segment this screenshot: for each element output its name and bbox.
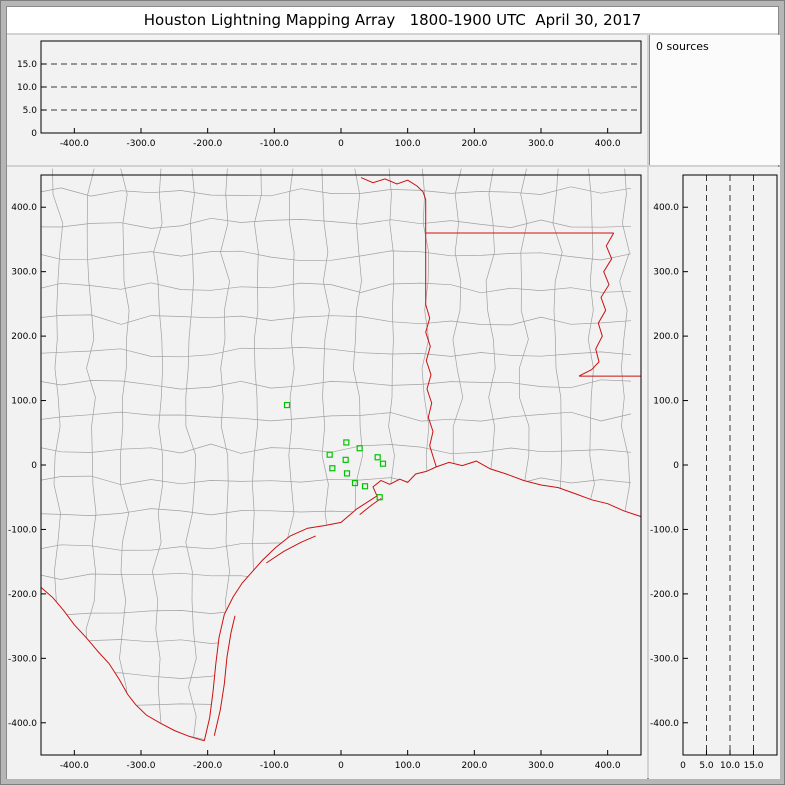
altitude-ew-panel: -400.0 -300.0 -200.0 -100.0 0 100.0 200.0 300.0… <box>7 35 647 165</box>
altitude-ew-plot[interactable]: -400.0 -300.0 -200.0 -100.0 0 100.0 200.0 300.0… <box>7 35 647 165</box>
svg-text:-400.0: -400.0 <box>60 139 89 149</box>
svg-text:-300.0: -300.0 <box>126 139 155 149</box>
svg-text:-400.0: -400.0 <box>8 719 37 729</box>
title-bar: Houston Lightning Mapping Array 1800-190… <box>7 7 778 33</box>
svg-text:0: 0 <box>338 139 344 149</box>
svg-text:200.0: 200.0 <box>653 332 679 342</box>
altitude-ns-panel: 0 5.0 10.0 15.0 400.0 300.0 200.0 100.0 0 -100.0 -… <box>649 167 780 779</box>
svg-text:300.0: 300.0 <box>653 268 679 278</box>
plan-view-map-plot[interactable]: -400.0 -300.0 -200.0 -100.0 0 100.0 200.0 300.0… <box>7 167 647 779</box>
svg-text:0: 0 <box>31 461 37 471</box>
svg-text:10.0: 10.0 <box>17 83 37 93</box>
svg-text:0: 0 <box>680 761 686 771</box>
sources-panel: 0 sources <box>649 35 780 165</box>
svg-text:200.0: 200.0 <box>461 139 487 149</box>
svg-text:400.0: 400.0 <box>653 203 679 213</box>
svg-text:300.0: 300.0 <box>528 139 554 149</box>
svg-text:-300.0: -300.0 <box>8 654 37 664</box>
svg-text:100.0: 100.0 <box>395 139 421 149</box>
svg-text:-100.0: -100.0 <box>260 139 289 149</box>
svg-text:-300.0: -300.0 <box>650 654 679 664</box>
svg-text:5.0: 5.0 <box>699 761 714 771</box>
svg-text:-300.0: -300.0 <box>126 761 155 771</box>
svg-text:100.0: 100.0 <box>395 761 421 771</box>
altitude-ns-plot[interactable]: 0 5.0 10.0 15.0 400.0 300.0 200.0 100.0 0 -100.0 -… <box>649 167 780 779</box>
svg-text:-200.0: -200.0 <box>650 590 679 600</box>
svg-text:0: 0 <box>673 461 679 471</box>
svg-text:-200.0: -200.0 <box>193 761 222 771</box>
svg-text:300.0: 300.0 <box>528 761 554 771</box>
svg-text:-100.0: -100.0 <box>260 761 289 771</box>
svg-text:15.0: 15.0 <box>743 761 763 771</box>
svg-text:-400.0: -400.0 <box>650 719 679 729</box>
svg-text:0: 0 <box>31 129 37 139</box>
svg-text:5.0: 5.0 <box>23 106 38 116</box>
svg-text:-100.0: -100.0 <box>650 525 679 535</box>
plan-view-map-panel: -400.0 -300.0 -200.0 -100.0 0 100.0 200.0 300.0… <box>7 167 647 779</box>
svg-text:10.0: 10.0 <box>720 761 740 771</box>
svg-text:200.0: 200.0 <box>11 332 37 342</box>
svg-text:400.0: 400.0 <box>595 139 621 149</box>
svg-text:-200.0: -200.0 <box>193 139 222 149</box>
svg-text:100.0: 100.0 <box>653 397 679 407</box>
svg-text:15.0: 15.0 <box>17 60 37 70</box>
svg-text:-400.0: -400.0 <box>60 761 89 771</box>
window-content: Houston Lightning Mapping Array 1800-190… <box>6 6 780 779</box>
svg-text:-200.0: -200.0 <box>8 590 37 600</box>
svg-text:300.0: 300.0 <box>11 268 37 278</box>
svg-text:200.0: 200.0 <box>461 761 487 771</box>
svg-text:0: 0 <box>338 761 344 771</box>
window-title: Houston Lightning Mapping Array 1800-190… <box>143 11 642 29</box>
svg-text:100.0: 100.0 <box>11 397 37 407</box>
svg-text:400.0: 400.0 <box>595 761 621 771</box>
svg-text:400.0: 400.0 <box>11 203 37 213</box>
sources-count-label: 0 sources <box>656 40 709 53</box>
svg-text:-100.0: -100.0 <box>8 525 37 535</box>
